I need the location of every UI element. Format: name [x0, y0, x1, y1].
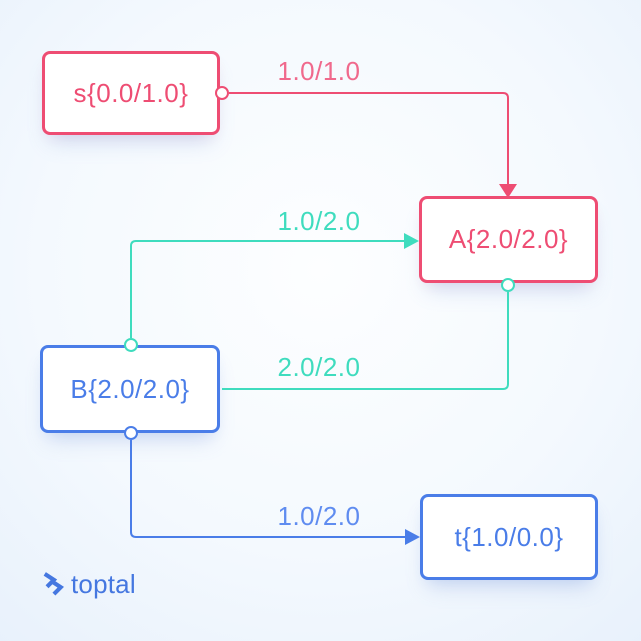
- node-a: A{2.0/2.0}: [419, 196, 598, 283]
- node-s-label: s{0.0/1.0}: [73, 77, 189, 108]
- node-b-label: B{2.0/2.0}: [70, 373, 190, 404]
- node-b: B{2.0/2.0}: [40, 345, 220, 433]
- edge-b-a-upper-line: [130, 240, 404, 338]
- edge-b-t-arrowhead-icon: [405, 529, 420, 545]
- toptal-logo-icon: [43, 572, 64, 596]
- toptal-logo: toptal: [42, 571, 136, 597]
- edge-s-a-line: [229, 92, 509, 185]
- edge-b-a-lower-label: 2.0/2.0: [277, 352, 361, 382]
- node-s: s{0.0/1.0}: [42, 51, 220, 135]
- node-a-label: A{2.0/2.0}: [448, 224, 569, 254]
- edge-b-a-upper-label: 1.0/2.0: [277, 206, 361, 236]
- edge-b-a-upper-arrowhead-icon: [404, 233, 419, 249]
- node-t-label: t{1.0/0.0}: [454, 521, 564, 552]
- edge-s-a-label: 1.0/1.0: [277, 56, 361, 86]
- edge-b-t-label: 1.0/2.0: [277, 501, 361, 531]
- toptal-logo-text: toptal: [71, 569, 136, 599]
- node-t: t{1.0/0.0}: [420, 494, 598, 580]
